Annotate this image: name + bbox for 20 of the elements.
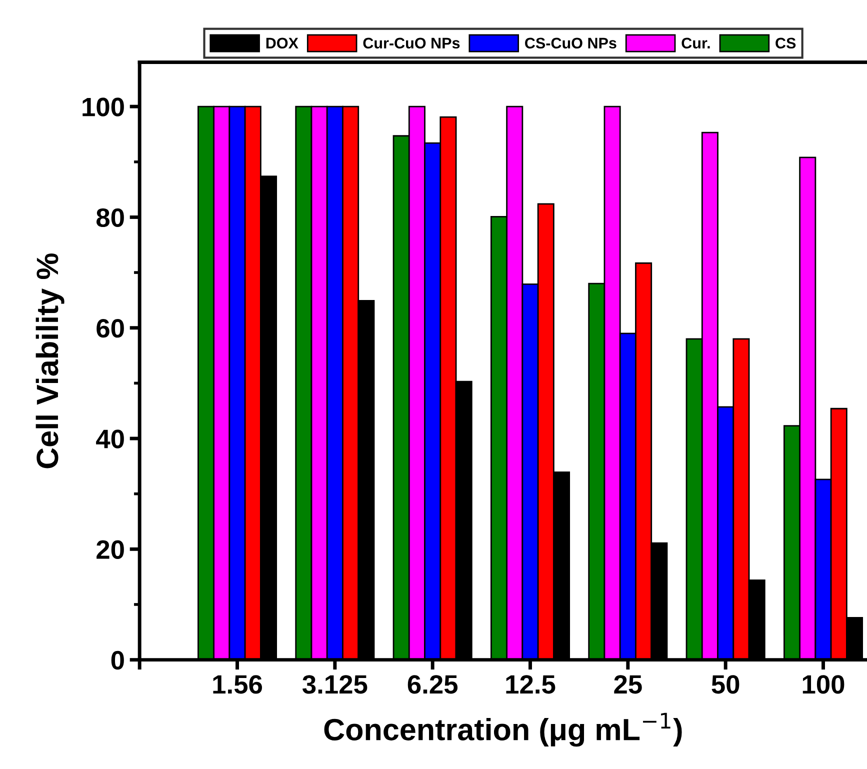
legend-label: DOX (266, 38, 298, 49)
x-tick-label: 50 (712, 675, 740, 694)
y-tick-label: 100 (82, 98, 124, 116)
x-tick-label: 6.25 (408, 675, 458, 694)
legend-label: CS (776, 38, 796, 49)
y-tick-label: 80 (96, 208, 124, 228)
x-tick-label: 1.56 (213, 675, 262, 694)
legend-label: Cur. (682, 38, 710, 49)
x-tick-label: 100 (802, 675, 844, 694)
x-tick-label: 12.5 (506, 675, 556, 694)
legend-label: CS-CuO NPs (525, 38, 616, 49)
y-axis-title: Cell Viability % (36, 253, 64, 468)
y-tick-label: 20 (96, 540, 124, 559)
y-tick-label: 60 (96, 318, 124, 338)
y-tick-label: 40 (96, 430, 124, 448)
x-tick-label: 3.125 (302, 675, 368, 694)
legend-label: Cur-CuO NPs (363, 38, 460, 49)
x-tick-label: 25 (614, 675, 642, 694)
y-tick-label: 0 (111, 650, 124, 670)
x-axis-title: Concentration (μg mL$^{−1}$) (324, 712, 682, 747)
